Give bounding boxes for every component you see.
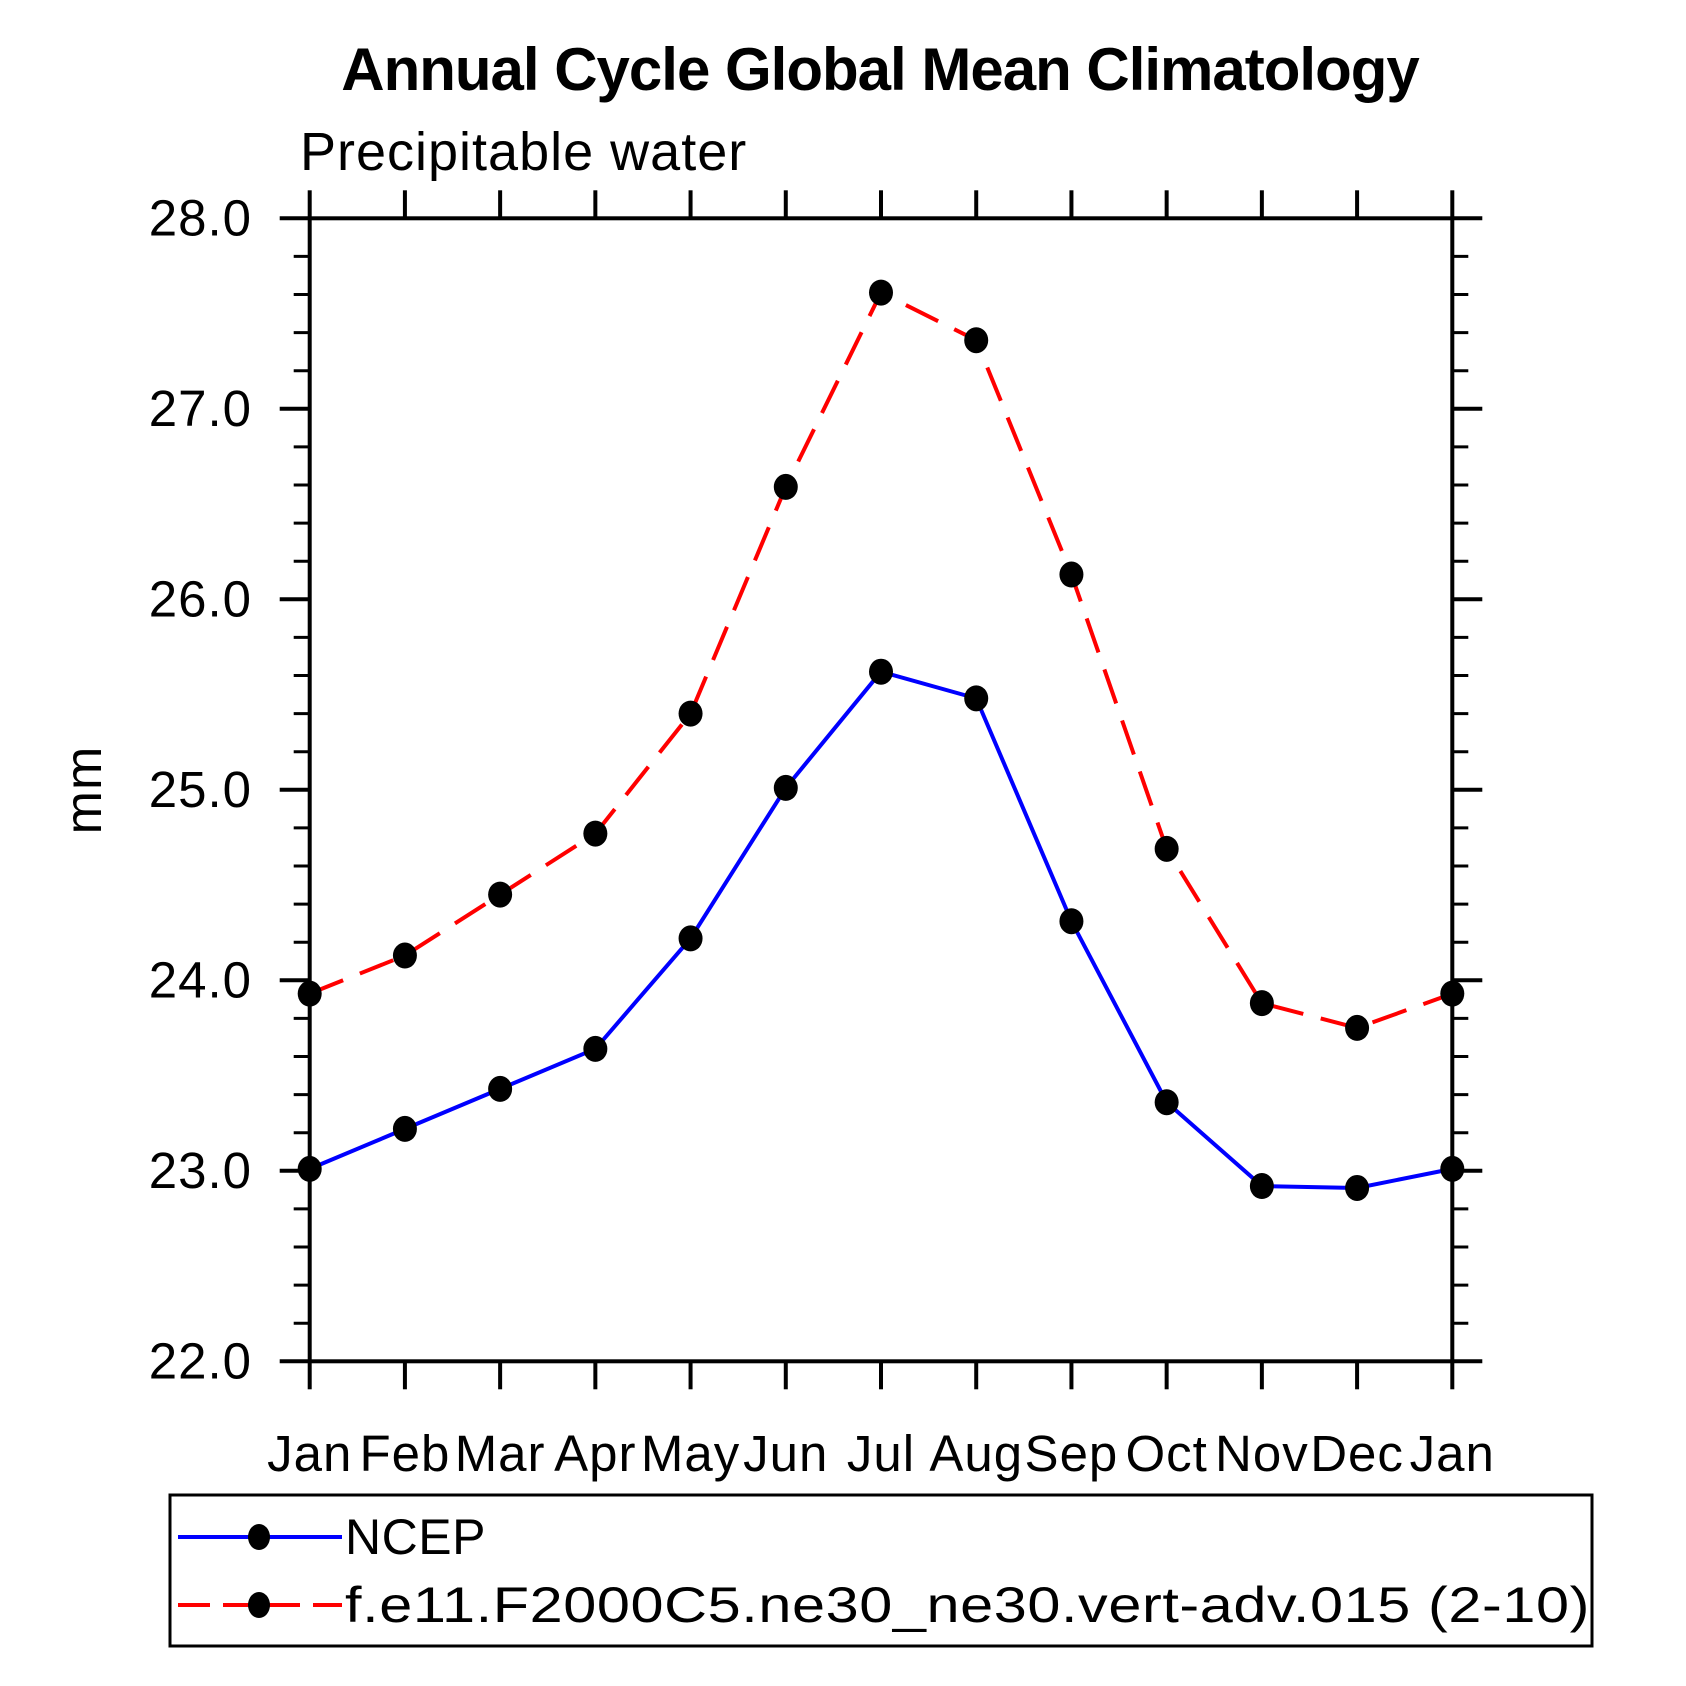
data-point: [297, 980, 322, 1007]
data-point: [1154, 1089, 1179, 1116]
data-point: [773, 473, 798, 500]
data-point: [1440, 1155, 1465, 1182]
plot-area: Jan Feb Mar Apr May Jun Jul Aug Sep Oct Nov Dec Jan2…: [149, 189, 1495, 1482]
x-tick-label: Jun: [743, 1425, 828, 1482]
data-point: [1059, 908, 1084, 935]
legend-marker: [248, 1524, 270, 1550]
y-tick-label: 23.0: [149, 1142, 252, 1199]
data-point: [869, 279, 893, 306]
x-tick-label: Dec: [1310, 1425, 1404, 1482]
data-point: [869, 658, 893, 685]
data-point: [488, 1075, 513, 1102]
series-layer: [297, 279, 1465, 1201]
chart-title: Annual Cycle Global Mean Climatology: [341, 36, 1420, 103]
legend-box: [168, 1493, 1594, 1648]
y-tick-label: 25.0: [149, 761, 252, 818]
data-point: [1059, 561, 1084, 588]
y-tick-label: 28.0: [149, 189, 252, 246]
x-tick-label: Jul: [847, 1425, 915, 1482]
legend-label: f.e11.F2000C5.ne30_ne30.vert-adv.015 (2-…: [345, 1577, 1590, 1633]
y-axis-label: mm: [55, 746, 113, 835]
x-tick-label: Jan: [267, 1425, 352, 1482]
data-point: [678, 700, 703, 727]
x-tick-label: Apr: [554, 1425, 636, 1482]
legend: NCEP f.e11.F2000C5.ne30_ne30.vert-adv.015…: [168, 1493, 1594, 1648]
data-point: [1345, 1014, 1370, 1041]
x-tick-label: Mar: [455, 1425, 546, 1482]
data-point: [1154, 835, 1179, 862]
data-point: [773, 774, 798, 801]
data-point: [583, 1035, 608, 1062]
x-tick-label: Aug: [929, 1425, 1023, 1482]
data-point: [297, 1155, 322, 1182]
legend-marker: [248, 1592, 270, 1618]
data-point: [392, 942, 417, 969]
y-tick-label: 24.0: [149, 951, 252, 1008]
data-point: [678, 925, 703, 952]
data-point: [1249, 1173, 1274, 1200]
plot-frame: [307, 216, 1455, 1364]
x-tick-label: Nov: [1215, 1425, 1309, 1482]
x-tick-label: Oct: [1125, 1425, 1207, 1482]
y-tick-label: 26.0: [149, 570, 252, 627]
data-point: [1249, 990, 1274, 1017]
x-tick-label: Jan: [1410, 1425, 1495, 1482]
data-point: [1440, 980, 1465, 1007]
y-tick-label: 22.0: [149, 1332, 252, 1389]
data-point: [964, 685, 989, 712]
series-line-ncep: [308, 669, 1453, 1190]
x-tick-label: May: [641, 1425, 740, 1482]
data-point: [964, 327, 989, 354]
y-tick-label: 27.0: [149, 380, 252, 437]
chart-subtitle: Precipitable water: [300, 122, 747, 182]
data-point: [1345, 1174, 1370, 1201]
data-point: [488, 881, 513, 908]
legend-label: NCEP: [345, 1509, 486, 1565]
data-point: [392, 1115, 417, 1142]
x-tick-label: Feb: [359, 1425, 450, 1482]
x-tick-label: Sep: [1025, 1425, 1119, 1482]
data-point: [583, 820, 608, 847]
